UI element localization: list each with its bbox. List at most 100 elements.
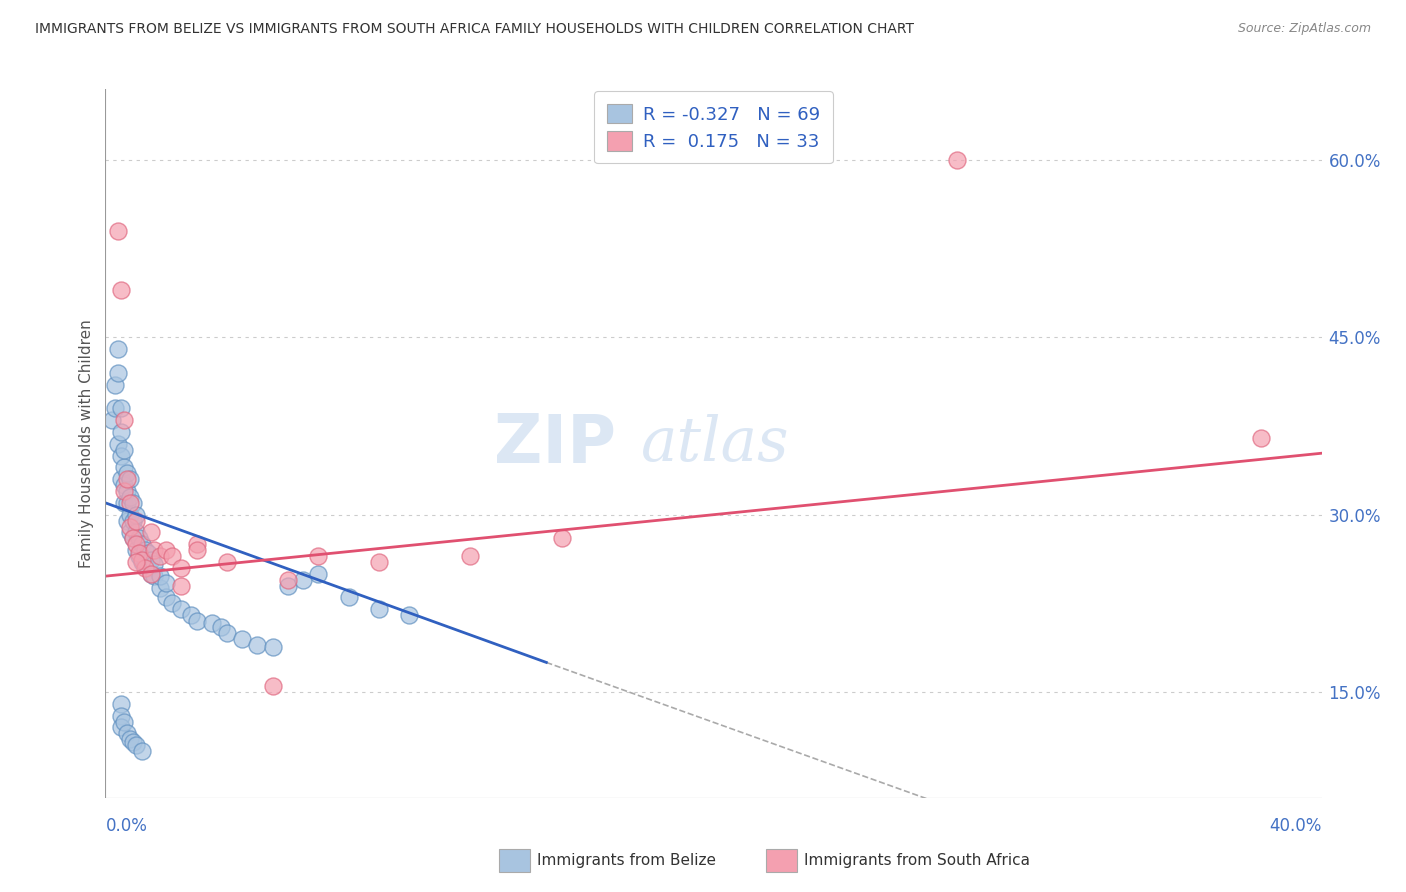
Y-axis label: Family Households with Children: Family Households with Children [79,319,94,568]
Point [115,514,138,528]
Point [162,549,184,563]
Point [149,569,172,583]
Legend: R = -0.327   N = 69, R =  0.175   N = 33: R = -0.327 N = 69, R = 0.175 N = 33 [595,91,832,163]
Point [186,537,208,551]
Point [118,732,141,747]
Text: ZIP: ZIP [495,411,616,476]
Point [103,377,125,392]
Point [107,366,129,380]
Point [170,561,193,575]
Text: Immigrants from South Africa: Immigrants from South Africa [804,854,1031,868]
Point [110,449,132,463]
Point [115,483,138,498]
Point [550,531,572,545]
Point [131,552,153,566]
Point [155,591,177,605]
Point [180,608,202,623]
Point [134,543,156,558]
Point [112,442,135,457]
Point [107,342,129,356]
Point [292,573,315,587]
Point [307,566,329,581]
Point [458,549,481,563]
Point [115,472,138,486]
Point [139,525,162,540]
Point [155,576,177,591]
Point [368,555,391,569]
Point [217,626,239,640]
Point [100,413,122,427]
Point [209,620,232,634]
Point [155,543,177,558]
Point [139,566,162,581]
Point [186,614,208,628]
Point [115,467,138,481]
Point [112,478,135,492]
Point [118,496,141,510]
Point [131,555,153,569]
Point [121,496,143,510]
Point [107,224,129,238]
Point [110,708,132,723]
Point [398,608,420,623]
Text: IMMIGRANTS FROM BELIZE VS IMMIGRANTS FROM SOUTH AFRICA FAMILY HOUSEHOLDS WITH CH: IMMIGRANTS FROM BELIZE VS IMMIGRANTS FRO… [35,22,914,37]
Point [277,573,299,587]
Point [110,283,132,297]
Point [128,545,150,559]
Point [128,531,150,545]
Point [125,555,148,569]
Point [143,558,166,572]
Point [103,401,125,416]
Point [162,596,184,610]
Point [121,734,143,748]
Point [125,525,148,540]
Point [118,519,141,533]
Point [118,525,141,540]
Point [125,543,148,558]
Point [1250,431,1272,445]
Point [125,508,148,522]
Point [112,413,135,427]
Point [143,543,166,558]
Point [121,531,143,545]
Point [136,561,159,575]
Point [128,549,150,563]
Point [143,569,166,583]
Point [170,579,193,593]
Point [118,490,141,504]
Point [134,558,156,572]
Point [112,460,135,475]
Point [125,537,148,551]
Point [112,496,135,510]
Point [139,552,162,566]
Text: 0.0%: 0.0% [105,817,148,835]
Point [231,632,253,646]
Point [115,726,138,740]
Point [368,602,391,616]
Point [201,616,224,631]
Text: Immigrants from Belize: Immigrants from Belize [537,854,716,868]
Point [125,514,148,528]
Point [186,543,208,558]
Point [112,714,135,729]
Point [262,679,284,693]
Point [149,581,172,595]
Point [246,638,269,652]
Point [277,579,299,593]
Point [149,549,172,563]
Point [118,508,141,522]
Text: atlas: atlas [641,414,789,474]
Point [110,721,132,735]
Point [262,640,284,654]
Point [115,496,138,510]
Point [110,697,132,711]
Point [125,738,148,752]
Point [217,555,239,569]
Point [121,514,143,528]
Point [945,153,967,168]
Point [110,401,132,416]
Point [134,561,156,575]
Point [307,549,329,563]
Point [110,472,132,486]
Point [121,531,143,545]
